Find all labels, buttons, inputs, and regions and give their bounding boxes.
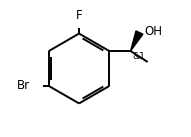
Text: OH: OH (144, 25, 162, 38)
Polygon shape (131, 31, 143, 51)
Text: Br: Br (16, 79, 30, 92)
Text: &1: &1 (132, 52, 145, 61)
Text: F: F (76, 9, 82, 22)
